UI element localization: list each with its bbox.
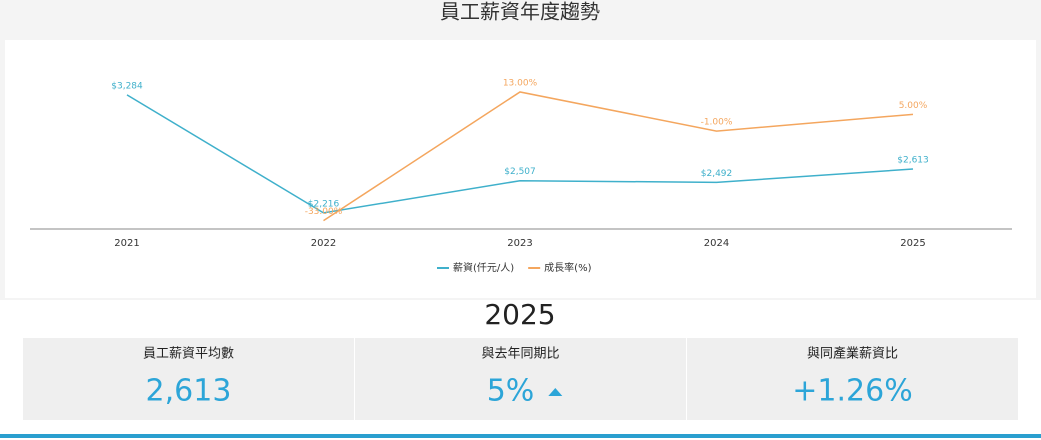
data-label: -33.00% — [305, 207, 343, 217]
data-label: 5.00% — [899, 101, 928, 111]
data-label: $2,492 — [701, 169, 733, 179]
legend-label: 薪資(仟元/人) — [453, 261, 514, 274]
data-label: $2,216 — [308, 199, 340, 209]
summary-card — [687, 338, 1018, 420]
data-label: $2,507 — [504, 167, 536, 177]
x-tick-label: 2024 — [704, 238, 729, 249]
trend-up-icon — [548, 388, 563, 396]
card-label: 員工薪資平均數 — [143, 347, 234, 362]
line-series — [126, 94, 914, 214]
x-tick-label: 2021 — [114, 238, 139, 249]
x-tick-label: 2023 — [507, 238, 532, 249]
summary-card — [355, 338, 686, 420]
line-series — [323, 91, 914, 222]
card-value: +1.26% — [792, 374, 912, 409]
summary-card — [23, 338, 354, 420]
chart-panel — [5, 40, 1036, 298]
card-label: 與同產業薪資比 — [807, 346, 898, 362]
page-title: 員工薪資年度趨勢 — [440, 0, 600, 24]
x-tick-label: 2022 — [311, 238, 336, 249]
data-label: -1.00% — [701, 118, 733, 128]
data-label: 13.00% — [503, 78, 538, 88]
card-value: 5% — [487, 374, 535, 409]
card-label: 與去年同期比 — [481, 347, 559, 362]
x-tick-label: 2025 — [900, 238, 925, 249]
summary-year: 2025 — [484, 298, 555, 331]
card-value: 2,613 — [146, 374, 232, 409]
legend-label: 成長率(%) — [544, 261, 591, 274]
data-label: $2,613 — [897, 156, 929, 166]
data-label: $3,284 — [111, 81, 143, 91]
bottom-bar — [0, 434, 1041, 438]
